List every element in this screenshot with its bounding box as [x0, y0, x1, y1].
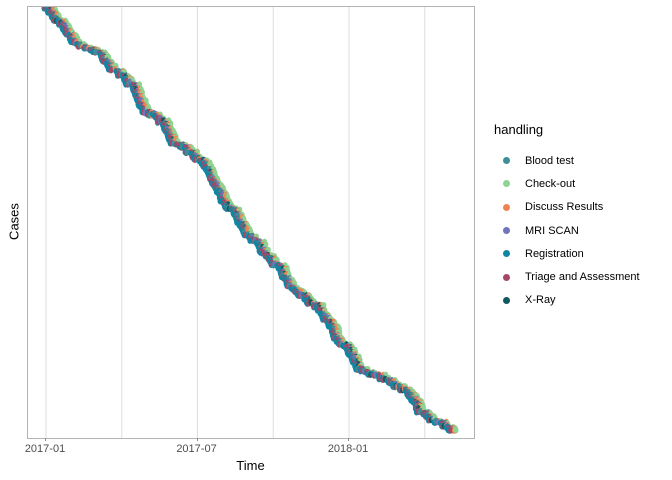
dotted-chart-canvas — [41, 7, 459, 438]
legend-dot-discuss-results — [503, 203, 510, 211]
x-axis-title: Time — [236, 458, 265, 473]
legend-label: Check-out — [525, 177, 576, 190]
legend-item-blood-test: Blood test — [492, 149, 670, 172]
case-activity-dot — [452, 426, 458, 433]
x-tick-mark — [348, 438, 349, 441]
legend-label: Triage and Assessment — [525, 271, 640, 284]
legend-item-triage-and-assessment: Triage and Assessment — [492, 265, 670, 288]
x-tick-mark — [45, 438, 46, 441]
legend-item-x-ray: X-Ray — [492, 289, 670, 312]
x-tick-label-2017-07: 2017-07 — [176, 443, 217, 455]
legend-dot-registration — [503, 250, 510, 258]
x-tick-label-2018-01: 2018-01 — [327, 443, 369, 455]
case-activity-dot — [108, 67, 114, 74]
legend-label: Registration — [525, 247, 584, 260]
case-activity-dot — [448, 427, 454, 434]
legend-dot-x-ray — [503, 296, 510, 304]
legend-title: handling — [494, 122, 544, 137]
legend-item-discuss-results: Discuss Results — [492, 196, 670, 219]
legend-dot-blood-test — [503, 157, 510, 165]
plot-panel — [27, 6, 475, 439]
legend-label: X-Ray — [525, 294, 556, 307]
x-tick-mark — [196, 438, 198, 441]
legend-label: Blood test — [525, 154, 574, 167]
legend-dot-triage-and-assessment — [503, 273, 510, 281]
legend-dot-mri-scan — [503, 227, 510, 235]
legend-item-registration: Registration — [492, 242, 670, 265]
x-tick-label-2017-01: 2017-01 — [24, 443, 66, 455]
legend: handling Blood test Check-out Discuss Re… — [492, 122, 670, 312]
legend-dot-check-out — [503, 180, 510, 188]
legend-label: Discuss Results — [525, 201, 604, 214]
y-axis-title: Cases — [6, 203, 22, 240]
legend-item-check-out: Check-out — [492, 172, 670, 195]
legend-item-mri-scan: MRI SCAN — [492, 219, 670, 242]
legend-label: MRI SCAN — [525, 224, 579, 237]
